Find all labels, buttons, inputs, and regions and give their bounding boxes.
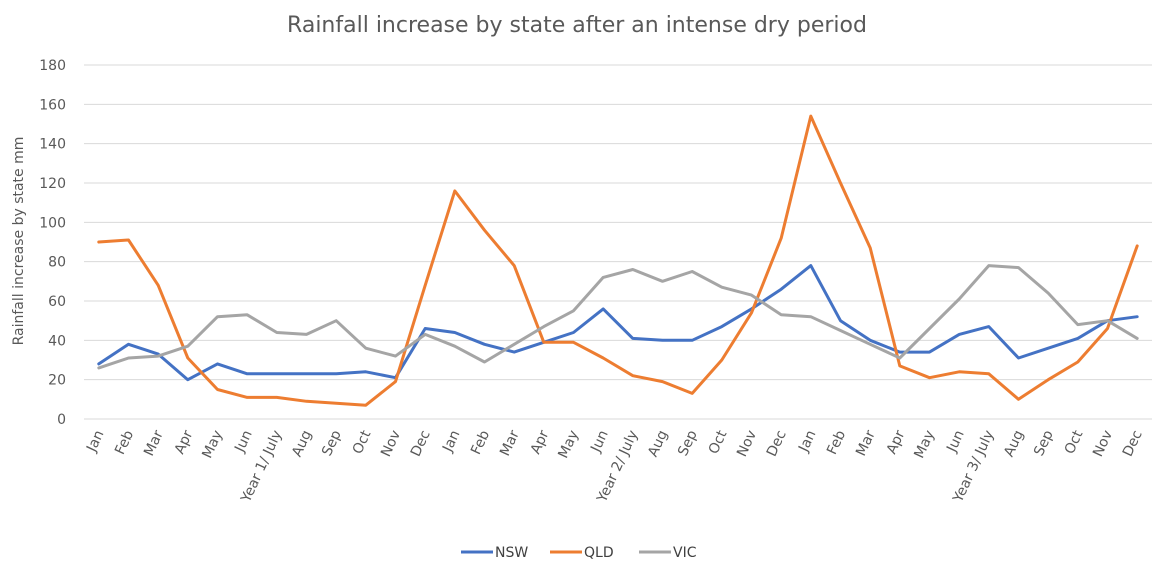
x-tick-label: Nov (1090, 428, 1116, 460)
x-tick-label: Aug (1001, 428, 1027, 460)
x-tick-label: Dec (1120, 428, 1146, 459)
x-tick-label: Jun (944, 428, 968, 455)
y-tick-label: 120 (39, 176, 66, 192)
series-lines (97, 114, 1139, 407)
x-tick-label: Apr (528, 428, 553, 457)
y-tick-label: 60 (48, 294, 66, 310)
x-tick-label: May (199, 428, 226, 461)
x-tick-label: Apr (172, 428, 197, 457)
y-tick-label: 80 (48, 255, 66, 271)
legend-label-qld: QLD (584, 545, 614, 561)
y-tick-label: 140 (39, 137, 66, 153)
x-tick-label: Dec (408, 428, 434, 459)
x-tick-label: Jun (232, 428, 256, 455)
legend-label-nsw: NSW (495, 545, 528, 561)
series-line-qld (97, 114, 1139, 407)
x-tick-label: Aug (645, 428, 671, 460)
y-tick-label: 0 (57, 412, 66, 428)
series-line-vic (97, 264, 1139, 370)
y-axis-ticks: 0 20 40 60 80 100 120 140 160 180 (39, 58, 66, 428)
x-tick-label: Mar (141, 428, 167, 459)
x-tick-label: Jan (83, 428, 107, 455)
x-tick-label: May (911, 428, 938, 461)
x-tick-label: Nov (734, 428, 760, 460)
x-tick-label: Oct (706, 427, 731, 456)
x-tick-label: Oct (1062, 427, 1087, 456)
x-tick-label: Dec (764, 428, 790, 459)
series-line-nsw (97, 264, 1139, 382)
x-tick-label: Feb (112, 428, 137, 457)
y-tick-label: 160 (39, 97, 66, 113)
y-tick-label: 20 (48, 373, 66, 389)
legend-label-vic: VIC (673, 545, 697, 561)
x-tick-label: Oct (350, 427, 375, 456)
x-tick-label: Jan (795, 428, 819, 455)
x-tick-label: Sep (1031, 428, 1057, 459)
x-tick-label: Jun (588, 428, 612, 455)
y-tick-label: 180 (39, 58, 66, 74)
gridlines (84, 64, 1152, 420)
x-tick-label: Nov (378, 428, 404, 460)
y-axis-label: Rainfall increase by state mm (11, 137, 27, 346)
x-tick-label: Jan (439, 428, 463, 455)
x-tick-label: Feb (824, 428, 849, 457)
legend: NSW QLD VIC (461, 545, 697, 561)
y-tick-label: 40 (48, 333, 66, 349)
y-tick-label: 100 (39, 215, 66, 231)
x-tick-label: Mar (497, 428, 523, 459)
x-tick-label: May (555, 428, 582, 461)
x-tick-label: Mar (853, 428, 879, 459)
chart-title: Rainfall increase by state after an inte… (287, 13, 867, 38)
x-tick-label: Sep (675, 428, 701, 459)
x-tick-label: Aug (289, 428, 315, 460)
x-tick-label: Apr (884, 428, 909, 457)
x-tick-label: Feb (468, 428, 493, 457)
x-tick-label: Sep (319, 428, 345, 459)
